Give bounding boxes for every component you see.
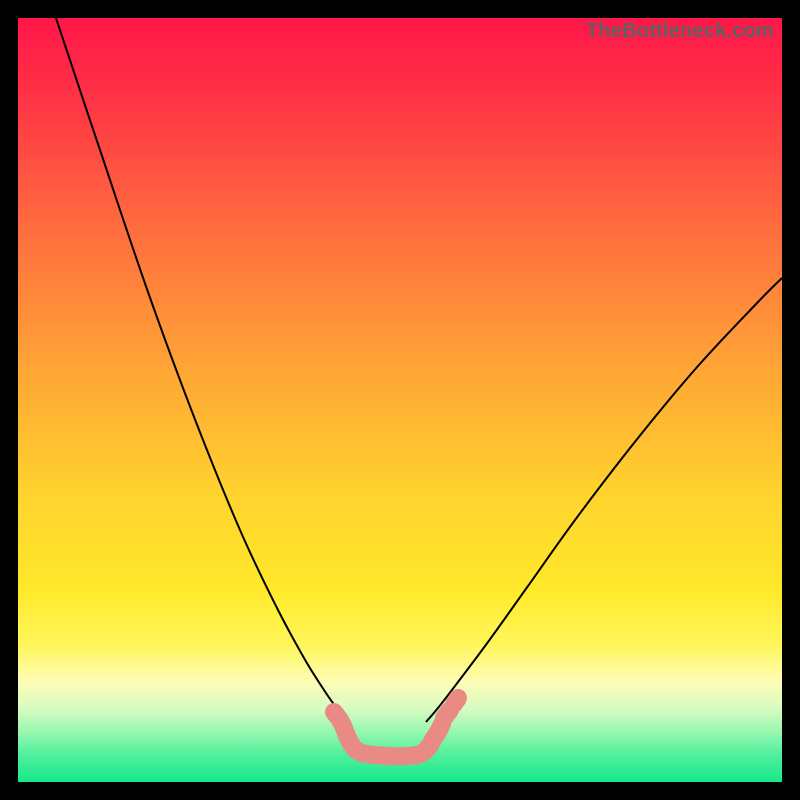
marker-dot [326, 704, 342, 720]
highlight-marker [326, 692, 466, 758]
marker-dot [418, 742, 434, 758]
marker-dot [436, 712, 452, 728]
bottleneck-curve-left [56, 18, 348, 722]
bottleneck-curve-right [426, 278, 782, 722]
marker-dot [450, 692, 466, 708]
curve-layer [18, 18, 782, 782]
outer-border: TheBottleneck.com [0, 0, 800, 800]
plot-area: TheBottleneck.com [18, 18, 782, 782]
